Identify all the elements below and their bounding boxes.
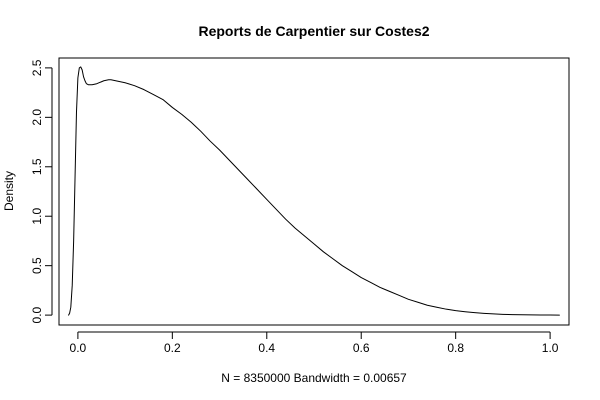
x-tick-label: 0.8	[447, 341, 464, 355]
x-tick-label: 1.0	[542, 341, 559, 355]
y-axis: 0.0 0.5 1.0 1.5 2.0 2.5	[30, 59, 53, 323]
x-tick-label: 0.4	[258, 341, 275, 355]
chart-title: Reports de Carpentier sur Costes2	[198, 23, 429, 39]
x-axis: 0.0 0.2 0.4 0.6 0.8 1.0	[70, 331, 559, 355]
y-tick-label: 1.0	[30, 208, 44, 225]
y-tick-label: 1.5	[30, 158, 44, 175]
y-axis-label: Density	[2, 171, 16, 211]
x-tick-label: 0.0	[70, 341, 87, 355]
y-tick-label: 2.0	[30, 109, 44, 126]
series-layer	[68, 66, 560, 316]
x-tick-label: 0.2	[164, 341, 181, 355]
x-tick-label: 0.6	[353, 341, 370, 355]
density-line	[68, 66, 560, 316]
y-tick-label: 2.5	[30, 59, 44, 76]
y-tick-label: 0.5	[30, 257, 44, 274]
plot-frame	[58, 57, 570, 326]
y-tick-label: 0.0	[30, 306, 44, 323]
x-axis-label: N = 8350000 Bandwidth = 0.00657	[221, 371, 407, 385]
